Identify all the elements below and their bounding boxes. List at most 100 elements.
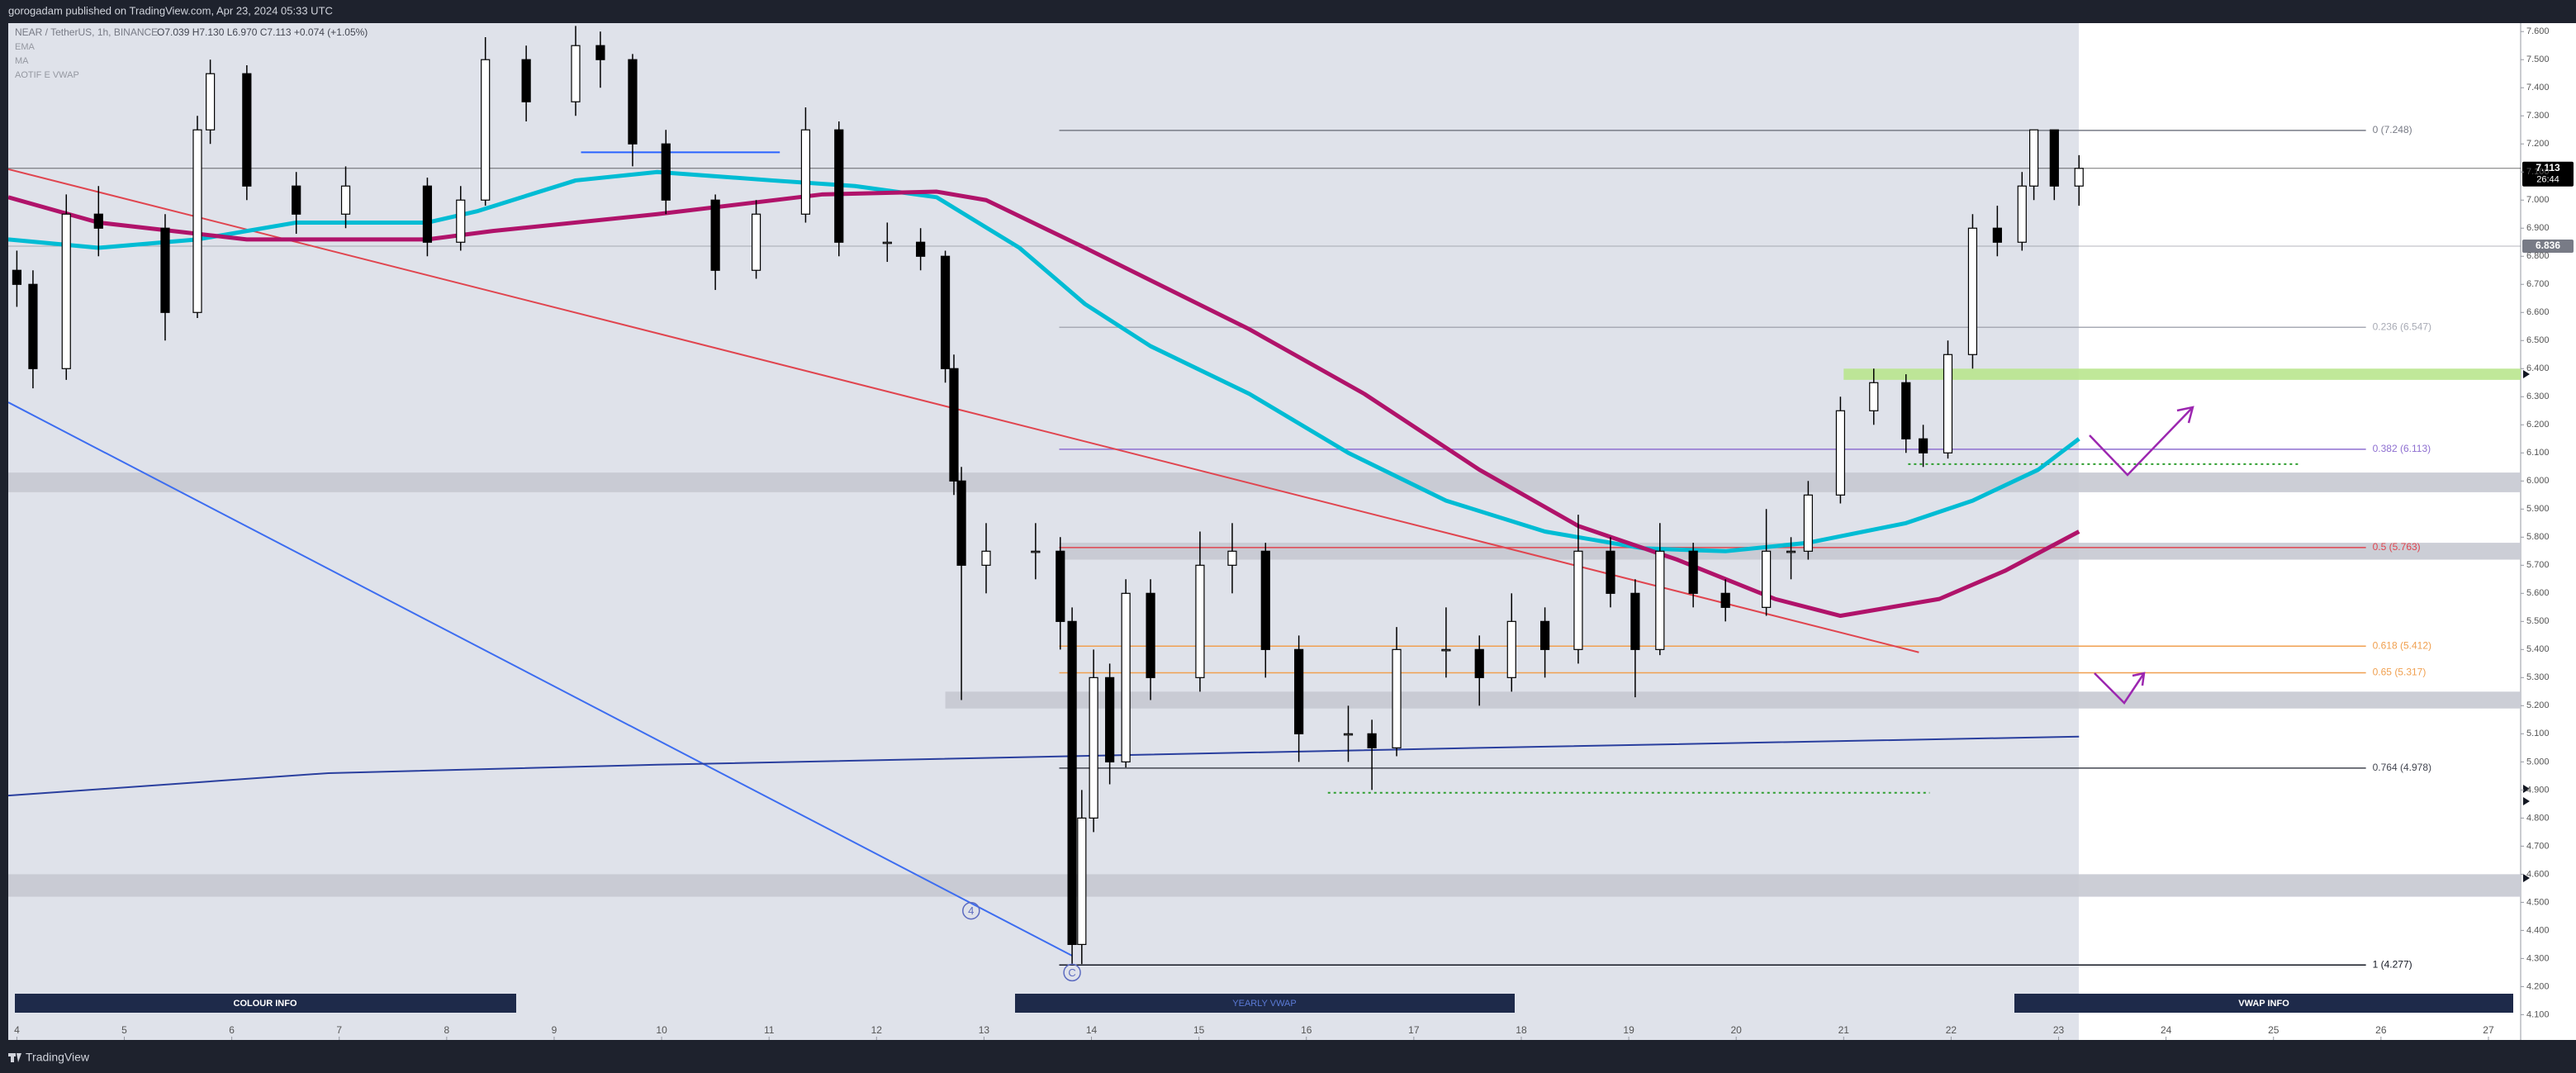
candle-body (456, 199, 466, 243)
fib-label: 0 (7.248) (2373, 124, 2412, 135)
candle-body (1474, 648, 1484, 678)
x-tick-label: 7 (336, 1024, 342, 1036)
axis-marker (2523, 370, 2530, 378)
candle-body (1294, 648, 1304, 734)
candle-body (1835, 410, 1845, 496)
y-tick-label: 7.000 (2526, 195, 2550, 205)
y-tick-label: 5.200 (2526, 700, 2550, 710)
candle-body (1227, 550, 1237, 566)
arrow-head (2132, 672, 2146, 686)
header-text: gorogadam published on TradingView.com, … (8, 4, 333, 17)
overlay-layer: 7.113 26:44 6.836 (2089, 161, 2574, 882)
x-tick-label: 5 (121, 1024, 127, 1036)
candle-body (93, 213, 103, 229)
y-tick-label: 6.700 (2526, 279, 2550, 289)
x-tick-label: 9 (552, 1024, 557, 1036)
candle-body (1343, 733, 1354, 736)
candle-body (1688, 550, 1698, 594)
candle-body (422, 185, 433, 243)
button[interactable] (1015, 994, 1515, 1013)
legend-entry: EMA (15, 42, 36, 52)
footer-bar (0, 1040, 2576, 1073)
candle-body (2028, 129, 2039, 187)
y-tick-label: 5.600 (2526, 588, 2550, 598)
header-bar (0, 0, 2576, 23)
x-tick-label: 25 (2268, 1024, 2279, 1036)
candle-body (1031, 550, 1041, 553)
fib-label: 0.5 (5.763) (2373, 541, 2421, 553)
candle-body (1655, 550, 1665, 650)
candle-body (981, 550, 991, 566)
candle-body (661, 143, 671, 201)
annotation-circle (1063, 963, 1081, 982)
x-tick-label: 23 (2053, 1024, 2065, 1036)
x-tick-label: 11 (764, 1024, 775, 1036)
candle-body (340, 185, 351, 215)
trendline (8, 401, 1073, 957)
price-tag-countdown: 26:44 (2536, 175, 2559, 185)
button-label: VWAP INFO (2238, 999, 2289, 1009)
candle-body (192, 129, 202, 313)
x-tick-label: 10 (656, 1024, 667, 1036)
candle-body (595, 45, 605, 60)
candle-body (1539, 620, 1550, 650)
legend-entry: MA (15, 56, 29, 66)
button[interactable] (15, 994, 516, 1013)
candle-body (1918, 438, 1928, 453)
candle-body (916, 241, 926, 257)
projection-arrow (2094, 672, 2146, 705)
x-tick-label: 26 (2375, 1024, 2387, 1036)
candle-body (949, 368, 959, 482)
y-tick-label: 4.800 (2526, 813, 2550, 823)
candle-body (1367, 733, 1377, 748)
candle-body (1260, 550, 1270, 650)
candle-body (1762, 550, 1772, 608)
candle-body (1803, 494, 1813, 552)
projection-arrow (2089, 406, 2194, 477)
button-label: COLOUR INFO (234, 999, 297, 1009)
candle-body (1105, 677, 1115, 762)
candle-body (1992, 227, 2002, 243)
y-tick-label: 7.200 (2526, 139, 2550, 149)
x-tick-label: 24 (2161, 1024, 2172, 1036)
candle-body (1901, 382, 1911, 439)
trendline (8, 168, 1919, 653)
candle-body (61, 213, 71, 369)
x-tick-label: 18 (1516, 1024, 1527, 1036)
candle-body (1573, 550, 1583, 650)
button-label: YEARLY VWAP (1232, 999, 1296, 1009)
y-tick-label: 5.100 (2526, 729, 2550, 738)
candle-body (160, 227, 170, 313)
candle-body (1720, 592, 1730, 608)
zone (8, 472, 2521, 492)
y-tick-label: 6.800 (2526, 251, 2550, 261)
candle-body (292, 185, 301, 215)
indicator-line (8, 189, 2080, 619)
ohlc-label: O7.039 H7.130 L6.970 C7.113 +0.074 (+1.0… (157, 26, 368, 38)
fib-label: 1 (4.277) (2373, 958, 2412, 970)
annotation-circle (962, 901, 980, 920)
candle-body (1630, 592, 1640, 650)
fib-label: 0.618 (5.412) (2373, 639, 2431, 651)
price-tag (2522, 240, 2574, 254)
x-tick-label: 14 (1086, 1024, 1098, 1036)
axis-marker (2523, 797, 2530, 805)
y-tick-label: 5.400 (2526, 644, 2550, 654)
button[interactable] (2014, 994, 2513, 1013)
y-tick-label: 4.200 (2526, 981, 2550, 991)
y-tick-label: 6.100 (2526, 448, 2550, 458)
y-tick-label: 7.300 (2526, 111, 2550, 121)
candle-body (628, 59, 638, 145)
x-tick-label: 19 (1623, 1024, 1634, 1036)
candle-body (1146, 592, 1155, 678)
y-tick-label: 5.300 (2526, 672, 2550, 682)
x-tick-label: 13 (979, 1024, 990, 1036)
y-tick-label: 4.100 (2526, 1009, 2550, 1019)
zone (945, 691, 2521, 709)
y-tick-label: 4.700 (2526, 841, 2550, 851)
candle-body (882, 241, 892, 245)
axis-marker (2523, 874, 2530, 882)
